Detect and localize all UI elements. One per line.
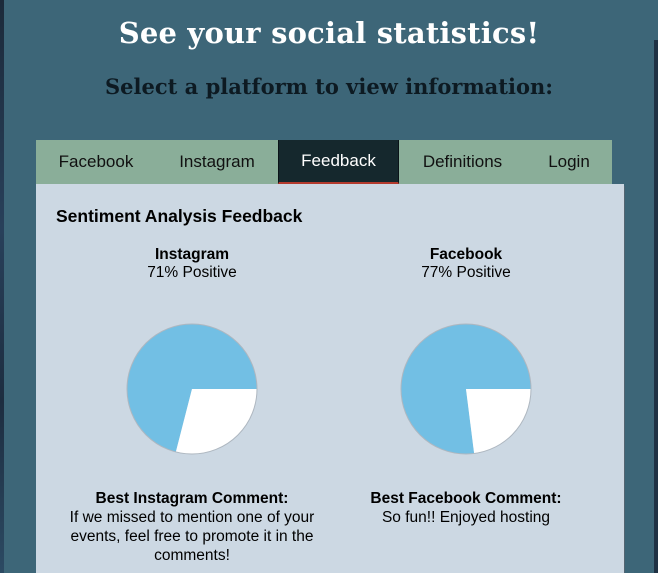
window-edge-right [654, 40, 658, 573]
instagram-sentiment-pie [126, 323, 258, 455]
platform-name: Instagram [154, 246, 230, 263]
tab-login[interactable]: Login [548, 152, 590, 171]
platform-name: Facebook [429, 246, 503, 263]
facebook-section: Facebook 77% Positive Best Facebook Comm… [331, 246, 601, 527]
best-comment-title: Best Instagram Comment: [95, 490, 289, 507]
facebook-sentiment-pie [400, 323, 532, 455]
panel-title: Sentiment Analysis Feedback [56, 206, 303, 226]
pie-outline [126, 323, 258, 455]
positive-percentage: 77% Positive [421, 264, 511, 281]
tab-facebook[interactable]: Facebook [58, 152, 134, 171]
positive-percentage: 71% Positive [147, 264, 237, 281]
window-edge-left [0, 0, 4, 573]
tab-definitions[interactable]: Definitions [422, 152, 503, 171]
platform-tab-bar: Facebook Instagram Feedback Definitions … [36, 140, 612, 184]
pie-outline [400, 323, 532, 455]
pie-slice-positive [126, 324, 257, 452]
pie-slice-positive [401, 324, 531, 455]
pie-slice-other [175, 389, 257, 455]
instagram-section: Instagram 71% Positive Best Instagram Co… [57, 246, 327, 565]
tab-instagram[interactable]: Instagram [179, 152, 255, 171]
best-comment-text: If we missed to mention one of your even… [69, 509, 315, 564]
best-comment-title: Best Facebook Comment: [370, 490, 562, 507]
tab-feedback[interactable]: Feedback [278, 140, 399, 184]
feedback-panel: Sentiment Analysis Feedback Instagram 71… [36, 184, 624, 573]
page-subtitle: Select a platform to view information: [104, 74, 553, 99]
pie-slice-other [466, 389, 531, 454]
page-title: See your social statistics! [118, 16, 540, 50]
best-comment-text: So fun!! Enjoyed hosting [381, 509, 551, 526]
